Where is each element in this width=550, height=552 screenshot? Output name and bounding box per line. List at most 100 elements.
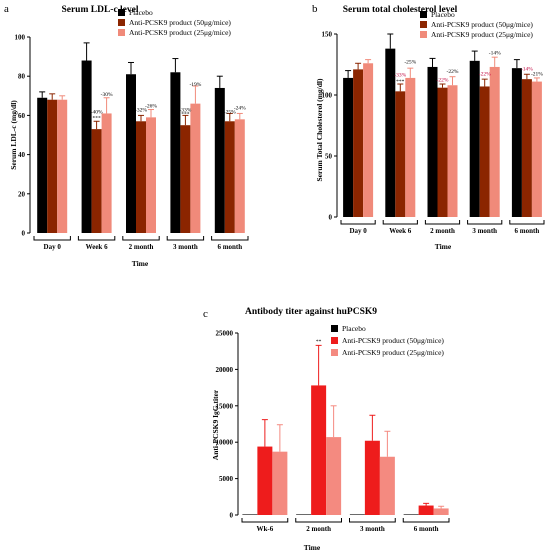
significance-annotation: -33% xyxy=(394,73,406,79)
category-bracket xyxy=(295,518,342,523)
category-bracket xyxy=(424,220,461,225)
panel-a-annotations: ***-40%-30%-32%-26%***-33%-19%-25%-24% xyxy=(91,82,247,121)
bar xyxy=(234,119,245,233)
bar xyxy=(326,437,342,515)
category-label: Wk-6 xyxy=(257,525,274,533)
y-tick-label: 20 xyxy=(18,190,26,198)
panel-a-ylabel: Serum LDL-c (mg/dl) xyxy=(9,100,18,170)
bar xyxy=(379,456,395,515)
panel-c-title: Antibody titer against huPCSK9 xyxy=(245,307,377,317)
panel-b-yaxis: 0 50 100 150 xyxy=(322,31,338,222)
bar xyxy=(521,79,532,217)
panel-a-ldl-chart: a Serum LDL-c level Time Serum LDL-c (mg… xyxy=(4,3,249,268)
panel-b-xlabel: Time xyxy=(435,242,452,251)
panel-b-bars xyxy=(343,48,542,218)
significance-annotation: -19% xyxy=(189,82,201,88)
panel-a-label: a xyxy=(4,3,9,15)
bar xyxy=(353,69,364,217)
category-label: 6 month xyxy=(414,525,439,533)
legend-swatch xyxy=(420,31,427,38)
bar xyxy=(81,60,92,233)
y-tick-label: 40 xyxy=(18,151,26,159)
bar xyxy=(242,514,258,515)
category-label: Week 6 xyxy=(86,243,108,251)
y-tick-label: 100 xyxy=(15,34,26,42)
legend-swatch xyxy=(118,29,125,36)
bar xyxy=(272,451,288,515)
bar xyxy=(395,91,406,217)
legend-swatch xyxy=(118,19,125,26)
bar xyxy=(349,514,365,515)
bar xyxy=(418,505,434,515)
category-bracket xyxy=(402,518,450,523)
bar xyxy=(433,508,449,515)
bar xyxy=(37,97,48,233)
significance-annotation: *** xyxy=(92,115,101,121)
bar xyxy=(190,103,201,233)
bar xyxy=(101,113,112,233)
significance-annotation: ** xyxy=(316,339,322,345)
bar xyxy=(170,72,181,233)
y-tick-label: 5000 xyxy=(219,475,234,483)
significance-annotation: *** xyxy=(396,79,405,85)
bar xyxy=(489,66,500,217)
bar xyxy=(403,514,419,515)
category-bracket xyxy=(77,236,116,241)
panel-c-bars xyxy=(242,385,449,515)
bar xyxy=(447,85,458,218)
panel-a-bars xyxy=(37,60,245,234)
panel-c-label: c xyxy=(203,308,208,320)
category-bracket xyxy=(122,236,160,241)
panel-c-categories: Wk-6 2 month 3 month 6 month xyxy=(241,518,450,533)
category-label: Week 6 xyxy=(389,227,411,235)
category-label: 3 month xyxy=(173,243,198,251)
panel-b-categories: Day 0 Week 6 2 month 3 month 6 month xyxy=(340,220,545,235)
category-bracket xyxy=(241,518,289,523)
significance-annotation: -14% xyxy=(489,51,501,57)
bar xyxy=(180,125,191,233)
category-label: 2 month xyxy=(129,243,154,251)
significance-annotation: -14% xyxy=(521,67,533,73)
significance-annotation: -21% xyxy=(531,71,543,77)
significance-annotation: -32% xyxy=(135,107,147,113)
legend-swatch xyxy=(331,337,338,344)
bar xyxy=(146,117,156,233)
legend-label: Placebo xyxy=(129,8,153,17)
panel-c-yaxis: 0 5000 10000 15000 20000 25000 xyxy=(216,330,239,520)
bar xyxy=(469,60,480,218)
category-label: Day 0 xyxy=(44,243,62,251)
y-tick-label: 10000 xyxy=(216,439,234,447)
panel-b-title: Serum total cholesterol level xyxy=(343,5,458,15)
category-bracket xyxy=(166,236,205,241)
y-tick-label: 50 xyxy=(325,153,333,161)
significance-annotation: -22% xyxy=(437,78,449,84)
panel-a-xlabel: Time xyxy=(132,259,149,268)
legend-label: Anti-PCSK9 product (25μg/mice) xyxy=(129,28,231,37)
bar xyxy=(343,77,354,217)
significance-annotation: -30% xyxy=(101,92,113,98)
bar xyxy=(136,121,146,233)
significance-annotation: -40% xyxy=(91,109,103,115)
y-tick-label: 80 xyxy=(18,73,26,81)
significance-annotation: -25% xyxy=(224,109,236,115)
bar xyxy=(296,514,312,515)
panel-c-annotations: ** xyxy=(316,339,322,345)
bar xyxy=(57,99,68,233)
bar xyxy=(405,77,416,217)
significance-annotation: -24% xyxy=(234,106,246,112)
y-tick-label: 100 xyxy=(322,92,333,100)
legend-swatch xyxy=(118,9,125,16)
y-tick-label: 15000 xyxy=(216,402,234,410)
y-tick-label: 0 xyxy=(22,230,26,238)
legend-label: Anti-PCSK9 product (50μg/mice) xyxy=(342,336,444,345)
bar xyxy=(531,81,542,217)
y-tick-label: 25000 xyxy=(216,330,234,338)
legend-swatch xyxy=(420,21,427,28)
panel-b-ylabel: Serum Total Cholesterol (mg/dl) xyxy=(315,78,324,181)
category-bracket xyxy=(467,220,503,225)
bar xyxy=(47,99,58,233)
legend-swatch xyxy=(331,349,338,356)
panel-b-label: b xyxy=(312,3,318,15)
